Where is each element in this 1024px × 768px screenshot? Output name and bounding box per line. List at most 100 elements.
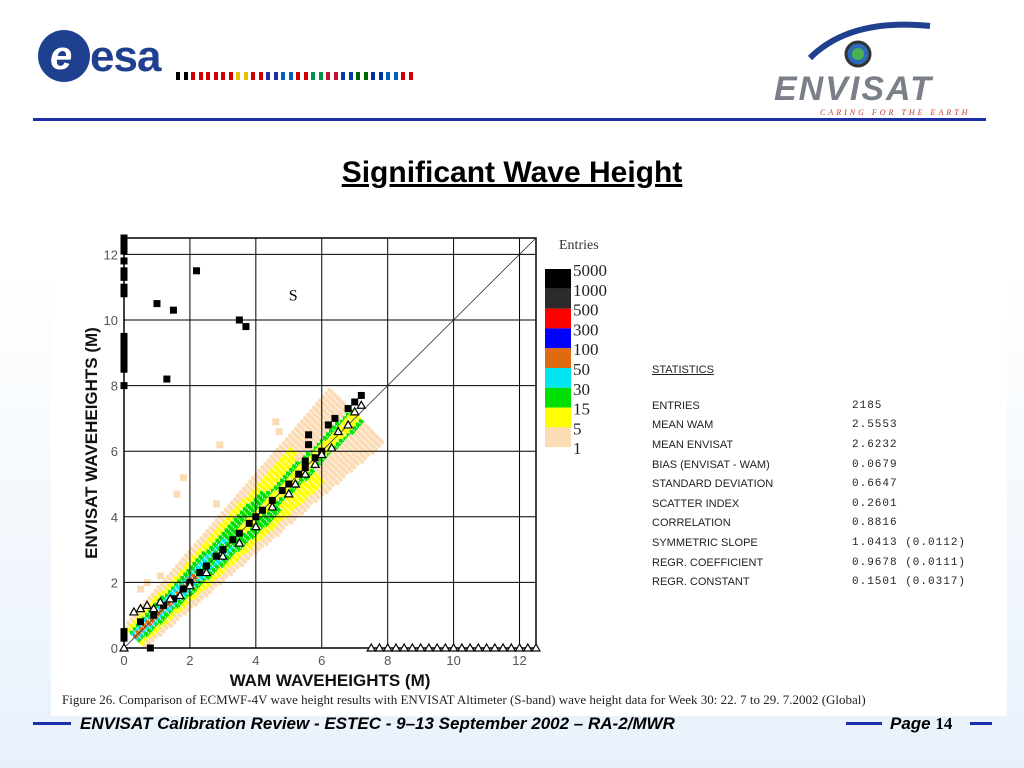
triangle-marker xyxy=(217,550,228,560)
triangle-marker xyxy=(290,478,301,488)
envisat-tagline: CARING FOR THE EARTH xyxy=(820,108,971,117)
triangle-marker xyxy=(522,642,533,652)
triangle-marker xyxy=(201,567,212,577)
plot-frame xyxy=(123,237,537,649)
figure-caption: Figure 26. Comparison of ECMWF-4V wave h… xyxy=(62,692,866,707)
member-state-flags xyxy=(176,72,413,80)
density-cell xyxy=(232,568,237,573)
statistics-heading: STATISTICS xyxy=(652,364,714,376)
envisat-logo: ENVISAT CARING FOR THE EARTH xyxy=(770,18,990,118)
stat-value: 0.2601 xyxy=(852,497,898,510)
square-marker xyxy=(351,398,359,406)
density-cell xyxy=(289,520,294,525)
triangle-marker xyxy=(448,642,459,652)
density-cell xyxy=(264,542,269,546)
legend-label: 500 xyxy=(573,301,599,320)
density-cell xyxy=(338,477,343,482)
density-cell xyxy=(360,460,364,464)
footer-text: ENVISAT Calibration Review - ESTEC - 9–1… xyxy=(80,714,675,733)
density-cell xyxy=(240,563,244,568)
density-cell xyxy=(212,500,220,508)
flag-icon xyxy=(251,72,263,80)
square-marker xyxy=(235,529,243,537)
wave-height-chart: 0 2 4 6 8 10 12 0 2 4 6 8 10 12 WAM WAVEHEIGHTS (M) ENV… xyxy=(82,234,607,690)
footer-rule-left xyxy=(33,722,71,725)
density-cell xyxy=(314,499,318,503)
y-tick-label: 4 xyxy=(111,510,118,525)
density-cell xyxy=(204,593,209,598)
square-marker xyxy=(242,323,250,331)
y-axis-label: ENVISAT WAVEHEIGHTS (M) xyxy=(82,327,101,559)
density-cell xyxy=(295,454,303,462)
square-marker xyxy=(268,496,276,504)
square-marker xyxy=(150,611,158,619)
triangle-marker xyxy=(174,590,186,600)
density-cell xyxy=(272,418,280,426)
x-tick-label: 8 xyxy=(384,653,391,668)
stat-label: STANDARD DEVIATION xyxy=(652,478,774,491)
triangle-marker xyxy=(440,642,451,652)
density-cell xyxy=(249,552,253,557)
triangle-marker xyxy=(356,400,367,409)
square-marker xyxy=(179,585,187,593)
square-marker xyxy=(169,306,177,314)
x-tick-label: 2 xyxy=(186,653,193,668)
stat-label: SYMMETRIC SLOPE xyxy=(652,536,758,549)
legend-swatch xyxy=(545,348,571,368)
density-cell xyxy=(193,602,198,607)
triangle-marker xyxy=(374,642,385,652)
square-marker xyxy=(120,234,128,242)
flag-icon xyxy=(326,72,338,80)
density-cell xyxy=(169,624,173,628)
density-cell xyxy=(235,565,240,570)
square-marker xyxy=(285,480,293,488)
flag-icon xyxy=(191,72,203,80)
density-cell xyxy=(189,604,193,609)
y-tick-label: 6 xyxy=(111,444,118,459)
stat-row: MEAN WAM 2.5553 xyxy=(652,416,992,436)
triangle-marker xyxy=(423,642,434,652)
density-cell xyxy=(186,608,190,612)
triangle-marker xyxy=(465,642,476,652)
density-cell xyxy=(335,481,340,486)
triangle-marker xyxy=(415,642,426,652)
density-cell xyxy=(246,556,250,561)
stat-value: 0.8816 xyxy=(852,517,898,530)
triangle-marker xyxy=(366,642,377,652)
footer-rule-right xyxy=(970,722,992,725)
density-cell xyxy=(183,611,187,616)
triangle-marker xyxy=(165,593,176,603)
x-tick-label: 6 xyxy=(318,653,325,668)
square-marker xyxy=(120,273,128,281)
density-cell xyxy=(197,599,201,603)
legend-label: 300 xyxy=(573,320,599,339)
density-cell xyxy=(306,504,310,509)
square-marker xyxy=(163,375,171,383)
triangle-marker xyxy=(300,468,311,478)
stat-row: REGR. COEFFICIENT 0.9678 (0.0111) xyxy=(652,553,992,573)
density-cell xyxy=(349,468,354,473)
density-cell xyxy=(278,529,283,534)
square-marker xyxy=(136,618,144,626)
triangle-marker xyxy=(310,459,321,468)
density-cell xyxy=(355,461,360,466)
square-marker xyxy=(120,283,128,291)
density-cell xyxy=(257,547,261,552)
triangle-marker xyxy=(250,521,261,531)
density-cell xyxy=(216,441,224,449)
density-cell xyxy=(229,572,234,577)
density-cell xyxy=(267,538,272,543)
triangle-marker xyxy=(135,603,146,613)
square-marker xyxy=(258,506,266,514)
density-cell xyxy=(371,451,375,455)
y-tick-label: 10 xyxy=(104,313,118,328)
triangle-marker xyxy=(155,596,166,606)
legend-label: 100 xyxy=(573,340,599,359)
density-cell xyxy=(178,613,183,618)
triangle-marker xyxy=(128,606,139,616)
x-tick-label: 10 xyxy=(446,653,460,668)
stat-value: 0.9678 (0.0111) xyxy=(852,556,967,569)
triangle-marker xyxy=(283,488,294,498)
footer-rule-mid xyxy=(846,722,882,725)
flag-icon xyxy=(176,72,188,80)
